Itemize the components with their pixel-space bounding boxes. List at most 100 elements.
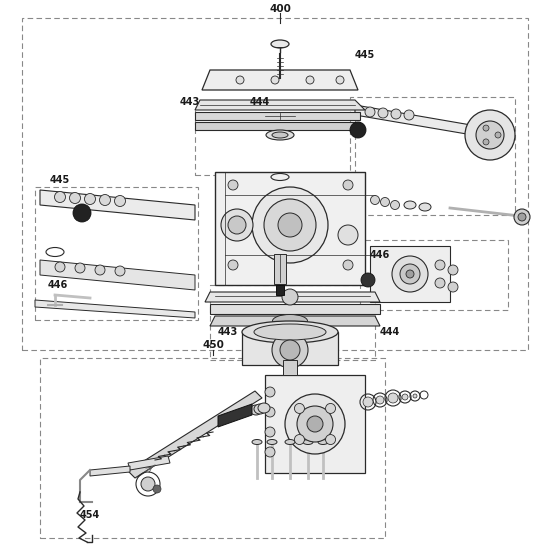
Circle shape [371, 195, 380, 204]
Circle shape [73, 204, 91, 222]
Circle shape [264, 199, 316, 251]
Circle shape [55, 262, 65, 272]
Circle shape [495, 132, 501, 138]
Circle shape [69, 193, 81, 203]
Polygon shape [218, 404, 252, 427]
Circle shape [307, 416, 323, 432]
Bar [195, 107, 355, 175]
Ellipse shape [303, 440, 313, 445]
Circle shape [265, 387, 275, 397]
Ellipse shape [273, 315, 307, 328]
Circle shape [141, 477, 155, 491]
Bar [360, 240, 508, 310]
Polygon shape [210, 304, 380, 314]
Text: 443: 443 [180, 97, 200, 107]
Circle shape [343, 260, 353, 270]
Text: 450: 450 [202, 340, 224, 350]
Circle shape [448, 282, 458, 292]
Circle shape [406, 270, 414, 278]
Ellipse shape [258, 403, 270, 413]
Circle shape [265, 427, 275, 437]
Text: 444: 444 [380, 327, 400, 337]
Polygon shape [128, 456, 170, 470]
Bar [215, 172, 365, 285]
Circle shape [272, 332, 308, 368]
Circle shape [435, 260, 445, 270]
Circle shape [476, 121, 504, 149]
Circle shape [361, 273, 375, 287]
Circle shape [483, 125, 489, 131]
Bar [265, 375, 365, 473]
Polygon shape [195, 112, 360, 120]
Circle shape [228, 180, 238, 190]
Ellipse shape [254, 324, 326, 340]
Polygon shape [202, 70, 358, 90]
Bar [276, 285, 284, 295]
Polygon shape [195, 122, 360, 130]
Circle shape [448, 265, 458, 275]
Circle shape [153, 485, 161, 493]
Bar [350, 97, 515, 215]
Circle shape [295, 403, 305, 413]
Bar [40, 358, 385, 538]
Circle shape [295, 435, 305, 445]
Ellipse shape [285, 440, 295, 445]
Circle shape [388, 393, 398, 403]
Circle shape [343, 180, 353, 190]
Circle shape [278, 213, 302, 237]
Bar [22, 18, 528, 350]
Circle shape [265, 407, 275, 417]
Circle shape [400, 264, 420, 284]
Ellipse shape [271, 40, 289, 48]
Polygon shape [35, 300, 195, 318]
Circle shape [514, 209, 530, 225]
Circle shape [350, 122, 366, 138]
Ellipse shape [254, 404, 266, 414]
Circle shape [297, 406, 333, 442]
Polygon shape [128, 391, 262, 478]
Circle shape [380, 198, 390, 207]
Circle shape [306, 76, 314, 84]
Circle shape [265, 447, 275, 457]
Polygon shape [210, 316, 380, 326]
Circle shape [221, 209, 253, 241]
Ellipse shape [272, 132, 288, 138]
Circle shape [271, 76, 279, 84]
Circle shape [115, 266, 125, 276]
Ellipse shape [242, 321, 338, 343]
Circle shape [228, 260, 238, 270]
Text: 400: 400 [269, 4, 291, 14]
Circle shape [285, 394, 345, 454]
Polygon shape [355, 105, 502, 140]
Text: 444: 444 [250, 97, 270, 107]
Circle shape [54, 192, 66, 203]
Circle shape [236, 76, 244, 84]
Text: 454: 454 [80, 510, 100, 520]
Circle shape [376, 396, 384, 404]
Ellipse shape [250, 405, 262, 415]
Bar [274, 254, 286, 284]
Circle shape [114, 195, 125, 207]
Circle shape [280, 340, 300, 360]
Polygon shape [205, 292, 380, 302]
Text: 446: 446 [370, 250, 390, 260]
Circle shape [325, 435, 335, 445]
Bar [35, 187, 198, 320]
Text: 445: 445 [355, 50, 375, 60]
Circle shape [518, 213, 526, 221]
Ellipse shape [267, 440, 277, 445]
Ellipse shape [252, 440, 262, 445]
Circle shape [228, 216, 246, 234]
Circle shape [252, 187, 328, 263]
Circle shape [282, 289, 298, 305]
Polygon shape [242, 332, 338, 365]
Circle shape [392, 256, 428, 292]
Circle shape [325, 403, 335, 413]
Circle shape [391, 109, 401, 119]
Polygon shape [195, 100, 365, 110]
Circle shape [413, 394, 417, 398]
Circle shape [336, 76, 344, 84]
Ellipse shape [266, 130, 294, 140]
Ellipse shape [318, 440, 328, 445]
Circle shape [95, 265, 105, 275]
